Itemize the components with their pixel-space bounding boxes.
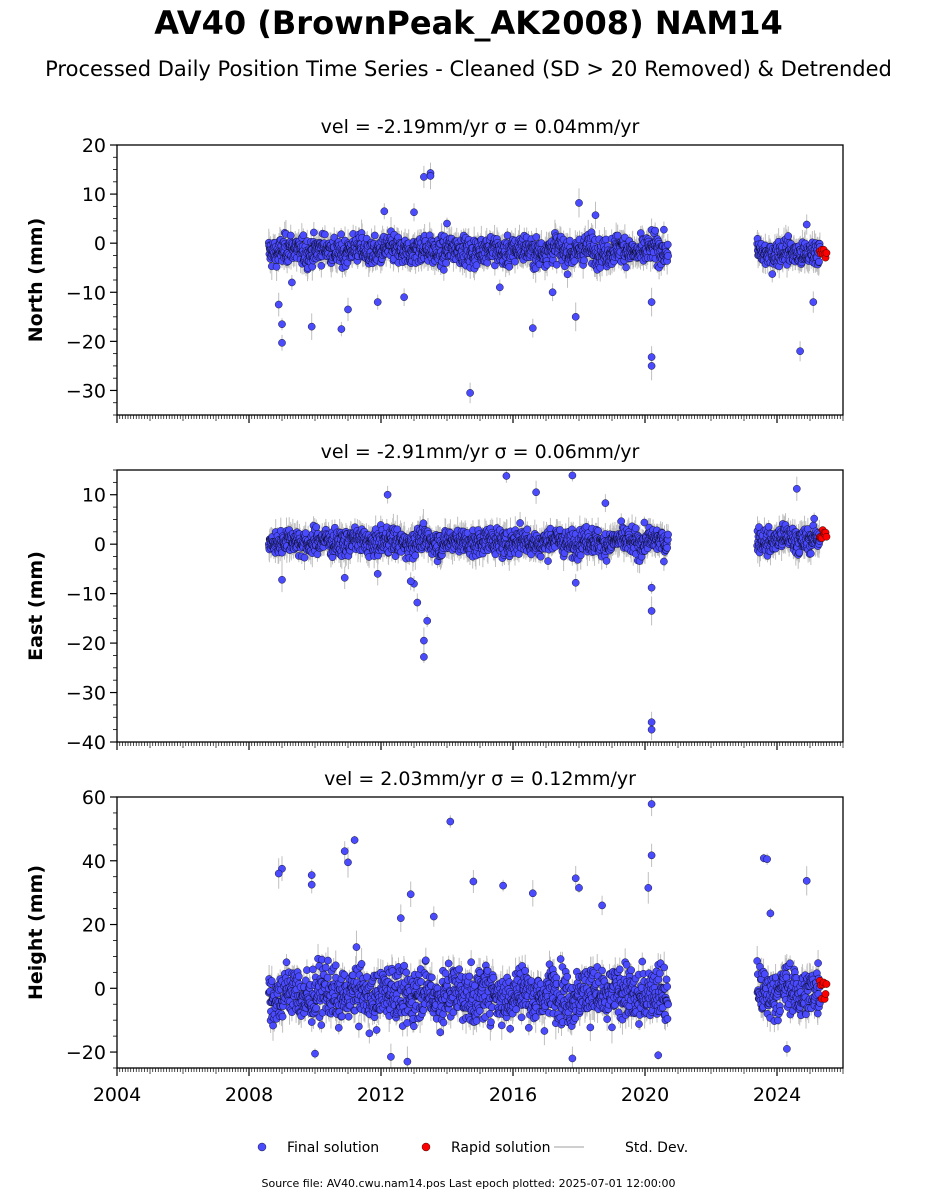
y-tick-label: −30 <box>66 380 106 402</box>
final-solution-point <box>442 259 451 267</box>
final-solution-point <box>278 339 286 347</box>
final-solution-point <box>651 226 659 235</box>
final-solution-point <box>288 278 296 287</box>
final-solution-point <box>548 288 557 297</box>
final-solution-point <box>380 207 389 216</box>
final-solution-point <box>802 220 811 229</box>
final-solution-point <box>580 256 588 265</box>
final-solution-point <box>784 232 793 240</box>
final-solution-point <box>307 322 316 331</box>
figure-title: AV40 (BrownPeak_AK2008) NAM14 <box>0 4 937 42</box>
final-solution-point <box>647 298 656 306</box>
final-solution-point <box>299 231 308 240</box>
y-tick-label: 20 <box>82 135 106 157</box>
final-solution-point <box>647 362 656 370</box>
final-solution-point <box>272 263 281 271</box>
final-solution-point <box>310 228 318 237</box>
final-solution-point <box>796 347 804 355</box>
plot-frame <box>116 144 844 416</box>
final-solution-point <box>278 320 286 328</box>
final-solution-point <box>317 261 326 270</box>
final-solution-point <box>274 300 283 309</box>
final-solution-point <box>511 257 519 266</box>
final-solution-point <box>370 231 379 240</box>
y-tick-label: −20 <box>66 331 106 353</box>
final-solution-point <box>575 199 583 207</box>
rapid-solution-point <box>822 249 831 257</box>
final-solution-point <box>420 173 428 181</box>
final-solution-point <box>532 233 541 241</box>
panel-title: vel = -2.91mm/yr σ = 0.06mm/yr <box>321 441 640 463</box>
final-solution-point <box>466 389 474 397</box>
y-tick-label: 0 <box>94 233 106 255</box>
y-axis-label: North (mm) <box>25 218 47 343</box>
final-solution-point <box>321 230 329 239</box>
final-solution-point <box>344 305 352 314</box>
final-solution-point <box>286 231 295 240</box>
final-solution-point <box>529 324 537 332</box>
y-tick-label: −10 <box>66 282 106 304</box>
final-solution-point <box>337 325 346 333</box>
final-solution-point <box>591 211 600 219</box>
final-solution-point <box>647 353 656 361</box>
final-solution-point <box>563 270 572 279</box>
final-solution-point <box>440 266 448 274</box>
y-tick-label: 10 <box>82 184 106 206</box>
final-solution-point <box>426 172 435 180</box>
final-solution-point <box>570 257 579 265</box>
final-solution-point <box>664 252 672 260</box>
final-solution-point <box>663 240 672 249</box>
final-solution-point <box>400 293 408 301</box>
panel-title: vel = -2.19mm/yr σ = 0.04mm/yr <box>321 116 640 138</box>
final-solution-point <box>505 263 514 271</box>
final-solution-point <box>443 219 451 228</box>
final-solution-point <box>571 313 580 321</box>
figure-subtitle: Processed Daily Position Time Series - C… <box>0 57 937 81</box>
final-solution-point <box>660 225 668 234</box>
final-solution-point <box>410 208 418 217</box>
final-solution-point <box>337 230 345 239</box>
final-solution-point <box>373 298 382 306</box>
final-solution-point <box>636 229 645 237</box>
y-axis-label: East (mm) <box>25 551 47 661</box>
final-solution-point <box>815 257 823 266</box>
final-solution-point <box>622 263 630 272</box>
final-solution-point <box>495 283 504 292</box>
final-solution-point <box>809 298 818 306</box>
final-solution-point <box>768 270 777 278</box>
